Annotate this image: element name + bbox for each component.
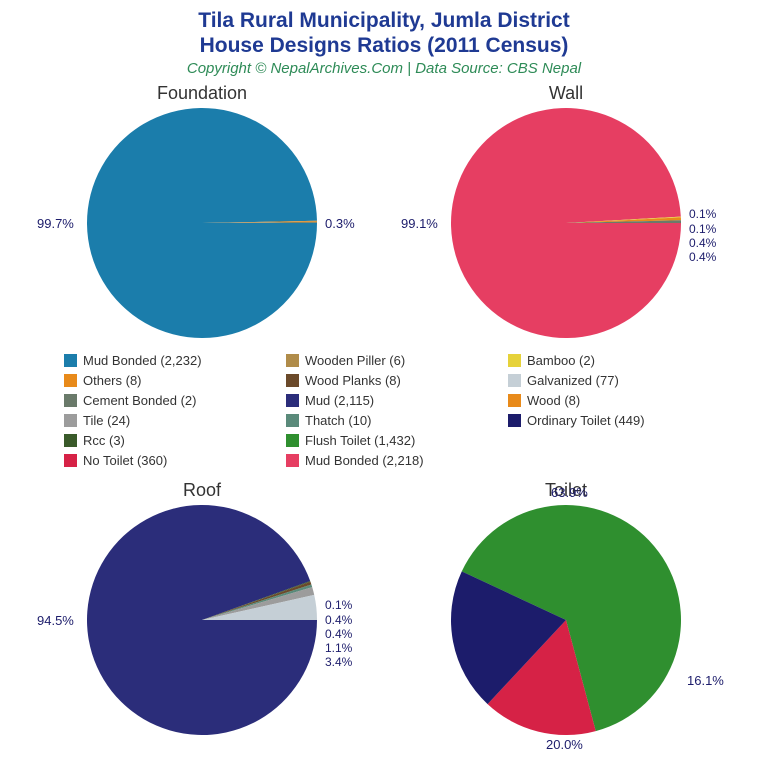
legend-label: Mud (2,115): [305, 393, 374, 408]
legend-item: Wood Planks (8): [286, 370, 476, 390]
toilet-notoilet-label: 16.1%: [687, 673, 724, 688]
charts-row-bottom: Roof 94.5% 0.1% 0.4% 0.4% 1.1% 3.4% Toil…: [0, 480, 768, 735]
roof-small-4: 3.4%: [325, 656, 352, 669]
legend-swatch: [286, 414, 299, 427]
title-line-2: House Designs Ratios (2011 Census): [0, 33, 768, 58]
wall-small-2: 0.4%: [689, 237, 716, 250]
legend-label: Wood (8): [527, 393, 580, 408]
legend-swatch: [286, 374, 299, 387]
legend-label: Mud Bonded (2,232): [83, 353, 202, 368]
legend-item: Wood (8): [508, 390, 698, 410]
roof-main-label: 94.5%: [37, 613, 74, 628]
roof-small-stack: 0.1% 0.4% 0.4% 1.1% 3.4%: [325, 599, 352, 669]
toilet-flush-label: 63.9%: [551, 485, 588, 500]
legend-label: Mud Bonded (2,218): [305, 453, 424, 468]
legend-item: Rcc (3): [64, 430, 254, 450]
legend-item: Galvanized (77): [508, 370, 698, 390]
charts-row-top: Foundation 99.7% 0.3% Wall 99.1% 0.1% 0.…: [0, 83, 768, 338]
legend-item: Ordinary Toilet (449): [508, 410, 698, 430]
chart-toilet: Toilet 63.9% 16.1% 20.0%: [396, 480, 736, 735]
legend-swatch: [64, 414, 77, 427]
legend-label: Wooden Piller (6): [305, 353, 405, 368]
chart-title-roof: Roof: [183, 480, 221, 501]
roof-small-3: 1.1%: [325, 642, 352, 655]
title-line-1: Tila Rural Municipality, Jumla District: [0, 8, 768, 33]
wall-main-label: 99.1%: [401, 216, 438, 231]
legend-swatch: [286, 454, 299, 467]
legend-label: Others (8): [83, 373, 142, 388]
chart-foundation: Foundation 99.7% 0.3%: [32, 83, 372, 338]
legend-swatch: [286, 434, 299, 447]
legend-swatch: [508, 354, 521, 367]
roof-small-0: 0.1%: [325, 599, 352, 612]
legend-item: Flush Toilet (1,432): [286, 430, 476, 450]
legend-swatch: [64, 354, 77, 367]
roof-small-1: 0.4%: [325, 614, 352, 627]
legend-label: No Toilet (360): [83, 453, 167, 468]
legend-label: Ordinary Toilet (449): [527, 413, 645, 428]
foundation-main-label: 99.7%: [37, 216, 74, 231]
legend-swatch: [286, 354, 299, 367]
chart-title-foundation: Foundation: [157, 83, 247, 104]
legend-item: Bamboo (2): [508, 350, 698, 370]
legend-item: Cement Bonded (2): [64, 390, 254, 410]
legend-swatch: [64, 434, 77, 447]
legend: Mud Bonded (2,232) Others (8) Cement Bonde…: [64, 350, 704, 470]
legend-item: Wooden Piller (6): [286, 350, 476, 370]
legend-label: Rcc (3): [83, 433, 125, 448]
legend-swatch: [508, 374, 521, 387]
legend-item: No Toilet (360): [64, 450, 254, 470]
roof-small-2: 0.4%: [325, 628, 352, 641]
legend-swatch: [64, 394, 77, 407]
legend-label: Galvanized (77): [527, 373, 619, 388]
legend-swatch: [64, 454, 77, 467]
wall-small-1: 0.1%: [689, 223, 716, 236]
pie-roof: 94.5% 0.1% 0.4% 0.4% 1.1% 3.4%: [87, 505, 317, 735]
legend-swatch: [64, 374, 77, 387]
wall-small-stack: 0.1% 0.1% 0.4% 0.4%: [689, 208, 716, 264]
subtitle: Copyright © NepalArchives.Com | Data Sou…: [0, 60, 768, 77]
wall-small-0: 0.1%: [689, 208, 716, 221]
legend-label: Tile (24): [83, 413, 130, 428]
chart-wall: Wall 99.1% 0.1% 0.1% 0.4% 0.4%: [396, 83, 736, 338]
legend-label: Flush Toilet (1,432): [305, 433, 415, 448]
legend-swatch: [286, 394, 299, 407]
legend-item: Tile (24): [64, 410, 254, 430]
legend-item: Mud Bonded (2,232): [64, 350, 254, 370]
legend-item: Mud Bonded (2,218): [286, 450, 476, 470]
pie-toilet: 63.9% 16.1% 20.0%: [451, 505, 681, 735]
legend-label: Wood Planks (8): [305, 373, 401, 388]
legend-item: Others (8): [64, 370, 254, 390]
pie-wall: 99.1% 0.1% 0.1% 0.4% 0.4%: [451, 108, 681, 338]
legend-swatch: [508, 414, 521, 427]
legend-label: Cement Bonded (2): [83, 393, 196, 408]
legend-item: Thatch (10): [286, 410, 476, 430]
pie-foundation: 99.7% 0.3%: [87, 108, 317, 338]
legend-swatch: [508, 394, 521, 407]
title-block: Tila Rural Municipality, Jumla District …: [0, 0, 768, 77]
legend-label: Bamboo (2): [527, 353, 595, 368]
toilet-ordinary-label: 20.0%: [546, 737, 583, 752]
chart-title-wall: Wall: [549, 83, 583, 104]
legend-label: Thatch (10): [305, 413, 371, 428]
foundation-small-0: 0.3%: [325, 216, 355, 231]
wall-small-3: 0.4%: [689, 251, 716, 264]
legend-item: Mud (2,115): [286, 390, 476, 410]
chart-roof: Roof 94.5% 0.1% 0.4% 0.4% 1.1% 3.4%: [32, 480, 372, 735]
